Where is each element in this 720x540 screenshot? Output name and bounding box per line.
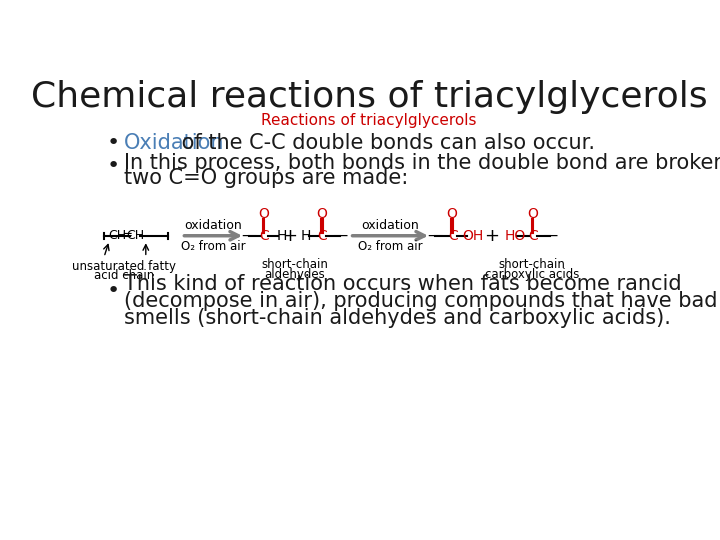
Text: +: + bbox=[282, 227, 297, 245]
Text: oxidation: oxidation bbox=[361, 219, 419, 232]
Text: •: • bbox=[107, 157, 120, 177]
Text: short-chain: short-chain bbox=[261, 259, 328, 272]
Text: •: • bbox=[107, 133, 120, 153]
Text: +: + bbox=[484, 227, 499, 245]
Text: two C=O groups are made:: two C=O groups are made: bbox=[124, 168, 408, 188]
Text: Reactions of triacylglycerols: Reactions of triacylglycerols bbox=[261, 113, 477, 128]
Text: O: O bbox=[527, 207, 538, 221]
Text: unsaturated fatty: unsaturated fatty bbox=[72, 260, 176, 273]
Text: of the C-C double bonds can also occur.: of the C-C double bonds can also occur. bbox=[175, 133, 595, 153]
Text: H: H bbox=[276, 229, 287, 243]
Text: Chemical reactions of triacylglycerols: Chemical reactions of triacylglycerols bbox=[31, 80, 707, 114]
Text: H: H bbox=[300, 229, 310, 243]
Text: O: O bbox=[258, 207, 269, 221]
Text: •: • bbox=[107, 281, 120, 301]
Text: short-chain: short-chain bbox=[498, 259, 565, 272]
Text: C: C bbox=[318, 229, 328, 243]
Text: —: — bbox=[427, 228, 443, 243]
Text: CH: CH bbox=[108, 230, 126, 242]
Text: —: — bbox=[543, 228, 558, 243]
Text: O: O bbox=[446, 207, 457, 221]
Text: smells (short-chain aldehydes and carboxylic acids).: smells (short-chain aldehydes and carbox… bbox=[124, 308, 671, 328]
Text: carboxylic acids: carboxylic acids bbox=[485, 268, 579, 281]
Text: O₂ from air: O₂ from air bbox=[358, 240, 422, 253]
Text: C: C bbox=[259, 229, 269, 243]
Text: C: C bbox=[528, 229, 538, 243]
Text: —: — bbox=[332, 228, 347, 243]
Text: (decompose in air), producing compounds that have bad: (decompose in air), producing compounds … bbox=[124, 291, 718, 311]
Text: C: C bbox=[448, 229, 458, 243]
Text: aldehydes: aldehydes bbox=[264, 268, 325, 281]
Text: —: — bbox=[241, 228, 256, 243]
Text: oxidation: oxidation bbox=[184, 219, 242, 232]
Text: O₂ from air: O₂ from air bbox=[181, 240, 246, 253]
Text: CH: CH bbox=[126, 230, 144, 242]
Text: In this process, both bonds in the double bond are broken and: In this process, both bonds in the doubl… bbox=[124, 153, 720, 173]
Text: acid chain: acid chain bbox=[94, 269, 154, 282]
Text: HO: HO bbox=[505, 229, 526, 243]
Text: ═: ═ bbox=[123, 230, 131, 242]
Text: This kind of reaction occurs when fats become rancid: This kind of reaction occurs when fats b… bbox=[124, 274, 682, 294]
Text: Oxidation: Oxidation bbox=[124, 133, 225, 153]
Text: OH: OH bbox=[462, 229, 483, 243]
Text: O: O bbox=[316, 207, 327, 221]
